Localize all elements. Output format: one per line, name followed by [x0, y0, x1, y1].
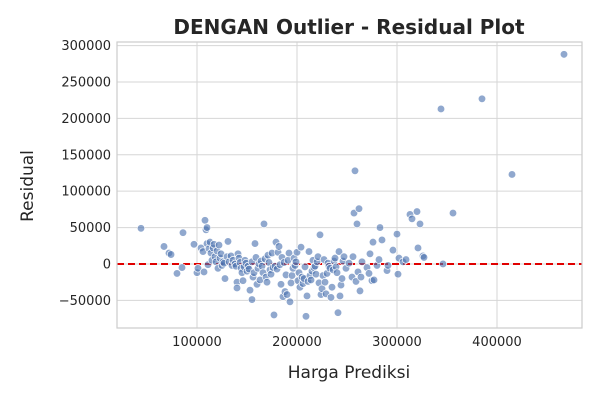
x-tick-labels: 100000 200000 300000 400000: [172, 335, 522, 350]
scatter-point: [286, 278, 296, 288]
scatter-point: [193, 264, 203, 273]
scatter-point: [166, 250, 176, 259]
y-tick-label: 250000: [61, 76, 111, 91]
scatter-point: [401, 255, 411, 264]
y-tick-label: −50000: [59, 294, 111, 309]
scatter-point: [136, 224, 146, 233]
scatter-point: [436, 104, 446, 114]
scatter-point: [348, 252, 358, 261]
scatter-point: [189, 240, 199, 249]
scatter-point: [364, 269, 374, 278]
scatter-point: [220, 274, 230, 283]
scatter-point: [477, 94, 487, 103]
scatter-point: [291, 257, 301, 266]
scatter-point: [284, 248, 294, 258]
scatter-point: [159, 242, 169, 251]
scatter-points: [136, 50, 569, 321]
x-tick-label: 400000: [472, 335, 522, 350]
scatter-point: [177, 263, 187, 272]
scatter-point: [245, 286, 255, 295]
scatter-point: [332, 268, 342, 277]
scatter-point: [392, 229, 402, 239]
scatter-point: [315, 230, 325, 239]
scatter-point: [304, 247, 314, 256]
chart-title: DENGAN Outlier - Residual Plot: [173, 15, 525, 39]
y-tick-label: 150000: [61, 148, 111, 163]
scatter-point: [172, 269, 182, 278]
scatter-point: [365, 249, 375, 258]
scatter-point: [302, 291, 312, 301]
scatter-point: [333, 308, 343, 317]
scatter-point: [178, 228, 188, 237]
scatter-point: [214, 240, 224, 250]
scatter-point: [232, 283, 242, 293]
scatter-point: [383, 261, 393, 270]
scatter-point: [199, 267, 209, 277]
scatter-point: [415, 219, 425, 229]
scatter-point: [326, 293, 336, 302]
scatter-point: [306, 275, 316, 285]
scatter-point: [559, 50, 569, 59]
y-tick-labels: −50000 0 50000 100000 150000 200000 250000 3000…: [59, 39, 111, 309]
scatter-point: [393, 269, 403, 279]
scatter-point: [301, 312, 311, 321]
scatter-point: [344, 259, 354, 268]
scatter-point: [327, 283, 337, 292]
scatter-point: [300, 262, 310, 272]
scatter-point: [285, 297, 295, 306]
scatter-point: [276, 280, 286, 289]
y-tick-label: 100000: [61, 185, 111, 200]
scatter-point: [507, 170, 517, 179]
scatter-point: [259, 219, 269, 229]
plot-frame: [116, 41, 583, 329]
x-tick-label: 100000: [172, 335, 222, 350]
scatter-point: [369, 275, 379, 285]
scatter-point: [356, 272, 366, 282]
scatter-point: [202, 223, 212, 232]
scatter-point: [337, 274, 347, 283]
scatter-point: [388, 245, 398, 255]
scatter-point: [200, 216, 210, 225]
scatter-point: [238, 276, 248, 285]
scatter-point: [355, 286, 365, 296]
scatter-point: [250, 239, 260, 248]
scatter-point: [247, 295, 257, 304]
y-tick-label: 300000: [61, 39, 111, 54]
scatter-point: [352, 219, 362, 229]
scatter-point: [354, 204, 364, 213]
scatter-point: [334, 247, 344, 256]
scatter-point: [330, 253, 340, 263]
x-tick-label: 200000: [272, 335, 322, 350]
scatter-point: [335, 291, 345, 301]
scatter-point: [296, 243, 306, 252]
scatter-point: [282, 290, 292, 299]
scatter-point: [438, 259, 448, 269]
scatter-point: [274, 242, 284, 251]
y-tick-label: 200000: [61, 112, 111, 127]
scatter-point: [311, 269, 321, 279]
scatter-point: [350, 166, 360, 175]
scatter-point: [223, 237, 233, 246]
grid: [117, 42, 582, 328]
scatter-point: [262, 278, 272, 287]
x-axis-label: Harga Prediksi: [288, 363, 410, 383]
scatter-point: [374, 255, 384, 264]
scatter-point: [269, 310, 279, 320]
scatter-point: [339, 252, 349, 261]
scatter-point: [368, 237, 378, 247]
y-tick-label: 0: [103, 257, 111, 272]
scatter-point: [407, 214, 417, 223]
x-tick-label: 300000: [372, 335, 422, 350]
scatter-point: [375, 223, 385, 232]
scatter-point: [413, 243, 423, 253]
scatter-point: [320, 278, 330, 287]
scatter-point: [419, 253, 429, 262]
y-tick-label: 50000: [70, 221, 111, 236]
scatter-point: [412, 207, 422, 216]
scatter-point: [357, 257, 367, 266]
y-axis-label: Residual: [18, 150, 38, 222]
scatter-point: [377, 235, 387, 245]
scatter-point: [448, 208, 458, 218]
